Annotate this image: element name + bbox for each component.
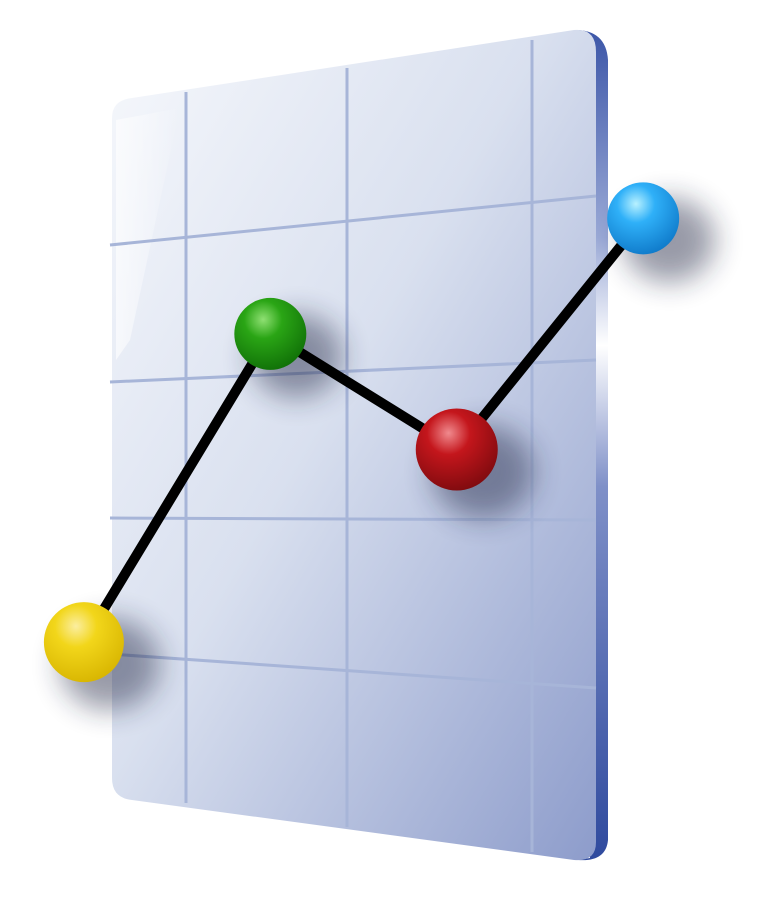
grid-line-h2 bbox=[109, 358, 597, 384]
point-green bbox=[234, 297, 307, 370]
chart-board bbox=[112, 29, 596, 861]
point-yellow bbox=[43, 602, 124, 683]
data-points bbox=[43, 182, 680, 683]
board-gloss bbox=[116, 108, 180, 360]
series-line bbox=[79, 215, 648, 645]
grid-line-h3 bbox=[109, 516, 597, 522]
chart-grid bbox=[109, 40, 597, 852]
grid-line-h1 bbox=[109, 194, 597, 247]
point-blue bbox=[607, 182, 680, 255]
grid-line-h4 bbox=[109, 652, 597, 690]
point-red bbox=[415, 408, 498, 491]
